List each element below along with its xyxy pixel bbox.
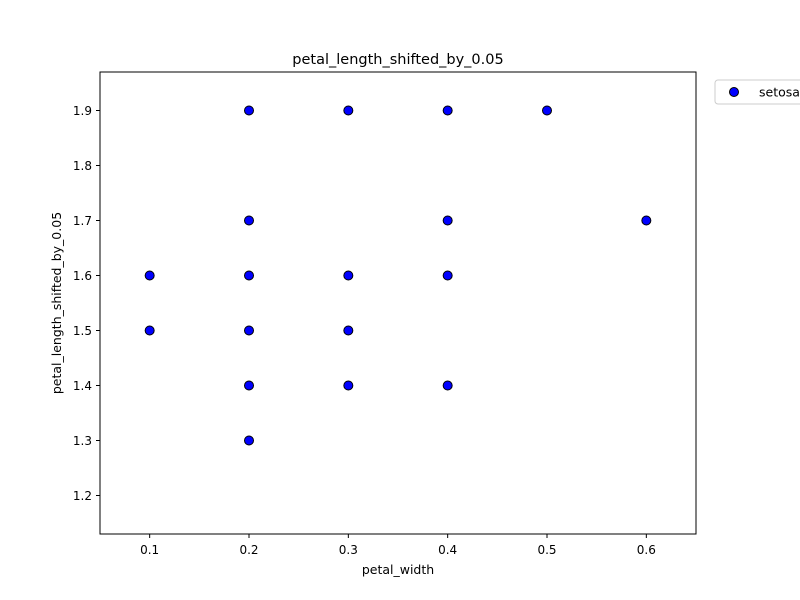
x-tick-label: 0.3 bbox=[339, 543, 358, 557]
x-tick-label: 0.2 bbox=[239, 543, 258, 557]
data-point bbox=[442, 380, 453, 391]
legend-frame bbox=[714, 79, 800, 105]
legend-label: setosa bbox=[759, 85, 800, 100]
y-tick-label: 1.8 bbox=[73, 159, 92, 173]
plot-area bbox=[99, 71, 697, 535]
y-axis: 1.2 1.3 1.4 1.5 1.6 1.7 1.8 1.9 bbox=[73, 104, 100, 503]
data-points bbox=[144, 105, 652, 446]
y-tick-label: 1.2 bbox=[73, 489, 92, 503]
data-point bbox=[144, 325, 155, 336]
y-tick-label: 1.6 bbox=[73, 269, 92, 283]
data-point bbox=[343, 380, 354, 391]
x-tick-label: 0.5 bbox=[537, 543, 556, 557]
legend-marker bbox=[729, 87, 739, 97]
x-axis: 0.1 0.2 0.3 0.4 0.5 0.6 bbox=[140, 534, 656, 557]
x-tick-label: 0.4 bbox=[438, 543, 457, 557]
y-tick-label: 1.7 bbox=[73, 214, 92, 228]
y-axis-label: petal_length_shifted_by_0.05 bbox=[49, 212, 64, 394]
data-point bbox=[244, 380, 254, 391]
data-point bbox=[442, 270, 453, 281]
data-point bbox=[244, 215, 254, 226]
data-point bbox=[641, 215, 652, 226]
data-point bbox=[244, 435, 254, 446]
data-point bbox=[442, 105, 453, 116]
data-point bbox=[244, 325, 254, 336]
y-tick-label: 1.4 bbox=[73, 379, 92, 393]
data-point bbox=[442, 215, 453, 226]
data-point bbox=[343, 270, 354, 281]
chart-title: petal_length_shifted_by_0.05 bbox=[292, 52, 503, 68]
y-tick-label: 1.3 bbox=[73, 434, 92, 448]
y-tick-label: 1.5 bbox=[73, 324, 92, 338]
data-point bbox=[144, 270, 155, 281]
x-axis-label: petal_width bbox=[362, 562, 434, 577]
x-tick-label: 0.1 bbox=[140, 543, 159, 557]
data-point bbox=[244, 105, 254, 116]
x-tick-label: 0.6 bbox=[637, 543, 656, 557]
data-point bbox=[343, 105, 354, 116]
y-tick-label: 1.9 bbox=[73, 104, 92, 118]
legend: setosa bbox=[714, 79, 800, 105]
data-point bbox=[343, 325, 354, 336]
data-point bbox=[244, 270, 254, 281]
data-point bbox=[542, 105, 552, 116]
